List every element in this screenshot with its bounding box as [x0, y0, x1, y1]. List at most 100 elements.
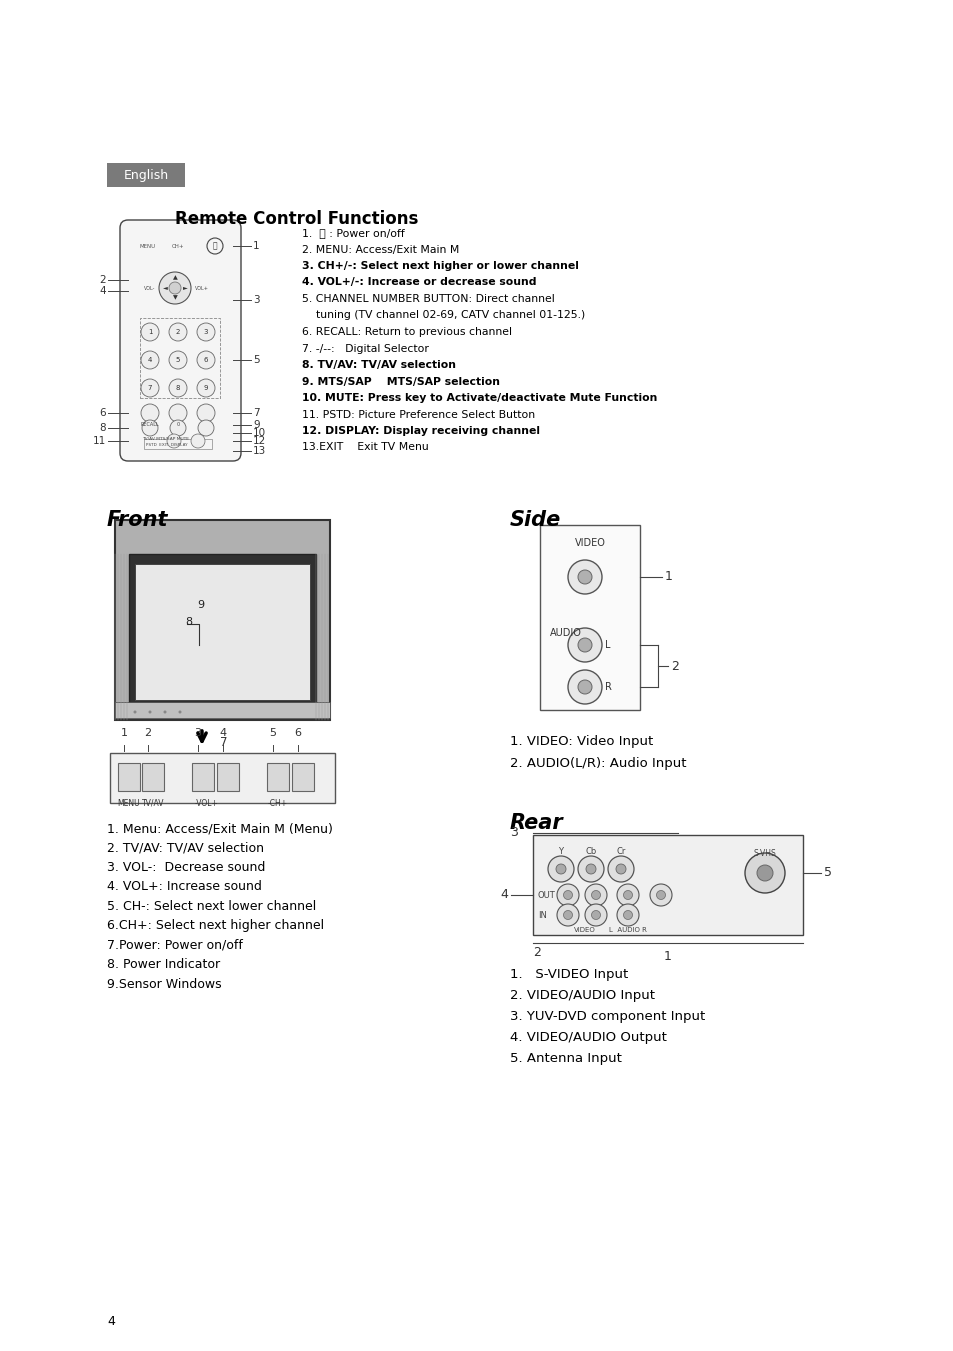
- Text: 7: 7: [148, 385, 152, 390]
- Bar: [129, 554, 315, 707]
- Text: 4: 4: [107, 1315, 114, 1328]
- Circle shape: [616, 865, 625, 874]
- Text: 2. MENU: Access/Exit Main M: 2. MENU: Access/Exit Main M: [302, 245, 459, 254]
- Text: MENU: MENU: [140, 243, 156, 249]
- Text: ▼: ▼: [172, 296, 177, 300]
- Circle shape: [169, 282, 181, 295]
- Text: -CH+: -CH+: [268, 798, 288, 808]
- Text: 4: 4: [148, 357, 152, 363]
- Circle shape: [159, 272, 191, 304]
- Text: CH+: CH+: [172, 243, 184, 249]
- Circle shape: [169, 351, 187, 369]
- Circle shape: [141, 323, 159, 340]
- FancyBboxPatch shape: [120, 220, 241, 461]
- Text: 5: 5: [175, 357, 180, 363]
- Circle shape: [567, 628, 601, 662]
- Circle shape: [567, 561, 601, 594]
- Text: L: L: [604, 640, 610, 650]
- Circle shape: [133, 711, 136, 713]
- Text: 3. VOL-:  Decrease sound: 3. VOL-: Decrease sound: [107, 861, 265, 874]
- Text: RECALL: RECALL: [140, 423, 159, 427]
- Text: 8: 8: [175, 385, 180, 390]
- Text: English: English: [123, 169, 169, 181]
- Circle shape: [149, 711, 152, 713]
- Text: 4: 4: [499, 889, 507, 901]
- Text: 12: 12: [253, 436, 266, 446]
- Text: 7. -/--:   Digital Selector: 7. -/--: Digital Selector: [302, 343, 429, 354]
- Text: -VOL+: -VOL+: [194, 798, 218, 808]
- Circle shape: [591, 890, 599, 900]
- Circle shape: [178, 711, 181, 713]
- Text: 9. MTS/SAP    MTS/SAP selection: 9. MTS/SAP MTS/SAP selection: [302, 377, 499, 386]
- Text: Rear: Rear: [510, 813, 563, 834]
- Text: 8. TV/AV: TV/AV selection: 8. TV/AV: TV/AV selection: [302, 359, 456, 370]
- Circle shape: [196, 404, 214, 422]
- Text: 2: 2: [175, 330, 180, 335]
- Text: 8: 8: [185, 617, 192, 627]
- Text: ▲: ▲: [172, 276, 177, 281]
- Circle shape: [607, 857, 634, 882]
- Text: 3: 3: [510, 827, 517, 839]
- Circle shape: [196, 323, 214, 340]
- Circle shape: [191, 434, 205, 449]
- Circle shape: [578, 570, 592, 584]
- Circle shape: [556, 865, 565, 874]
- Text: Front: Front: [107, 509, 169, 530]
- Text: 2. AUDIO(L/R): Audio Input: 2. AUDIO(L/R): Audio Input: [510, 757, 686, 770]
- Text: 3. CH+/-: Select next higher or lower channel: 3. CH+/-: Select next higher or lower ch…: [302, 261, 578, 272]
- Circle shape: [142, 420, 158, 436]
- Text: 6: 6: [204, 357, 208, 363]
- Circle shape: [169, 380, 187, 397]
- Text: 12. DISPLAY: Display receiving channel: 12. DISPLAY: Display receiving channel: [302, 426, 539, 436]
- Text: 13.EXIT    Exit TV Menu: 13.EXIT Exit TV Menu: [302, 443, 428, 453]
- Bar: [135, 563, 310, 700]
- Text: VOL-: VOL-: [144, 285, 154, 290]
- Bar: [144, 439, 212, 449]
- Circle shape: [584, 884, 606, 907]
- Circle shape: [141, 404, 159, 422]
- Text: TV/AV: TV/AV: [142, 798, 164, 808]
- Text: 7: 7: [220, 735, 227, 748]
- Text: IN: IN: [537, 911, 546, 920]
- Text: S-VHS: S-VHS: [753, 848, 776, 858]
- Circle shape: [623, 911, 632, 920]
- Circle shape: [623, 890, 632, 900]
- Text: TV/AV MTS/SAP MUTE: TV/AV MTS/SAP MUTE: [142, 436, 189, 440]
- Text: R: R: [604, 682, 611, 692]
- Text: 11: 11: [92, 436, 106, 446]
- Bar: [267, 763, 289, 790]
- Circle shape: [578, 857, 603, 882]
- Text: 5. CHANNEL NUMBER BUTTON: Direct channel: 5. CHANNEL NUMBER BUTTON: Direct channel: [302, 295, 554, 304]
- Text: L  AUDIO R: L AUDIO R: [608, 927, 646, 934]
- Circle shape: [163, 711, 167, 713]
- Text: 8. Power Indicator: 8. Power Indicator: [107, 958, 220, 971]
- Bar: [216, 763, 239, 790]
- Text: 4: 4: [219, 728, 226, 738]
- Bar: [533, 835, 802, 935]
- Circle shape: [617, 884, 639, 907]
- Text: 9: 9: [196, 600, 204, 611]
- Text: ◄: ◄: [162, 285, 167, 290]
- Text: 9.Sensor Windows: 9.Sensor Windows: [107, 978, 221, 992]
- Circle shape: [578, 638, 592, 653]
- Text: 1. VIDEO: Video Input: 1. VIDEO: Video Input: [510, 735, 653, 748]
- Text: 1: 1: [663, 951, 671, 963]
- Text: PSTD  EXIT  DISPLAY: PSTD EXIT DISPLAY: [146, 443, 188, 447]
- Circle shape: [557, 884, 578, 907]
- Bar: [140, 317, 220, 399]
- Circle shape: [169, 323, 187, 340]
- Bar: [192, 763, 213, 790]
- Text: 2: 2: [99, 276, 106, 285]
- Text: 3. YUV-DVD component Input: 3. YUV-DVD component Input: [510, 1011, 704, 1023]
- Circle shape: [656, 890, 665, 900]
- Text: Y: Y: [558, 847, 563, 855]
- Text: 1. Menu: Access/Exit Main M (Menu): 1. Menu: Access/Exit Main M (Menu): [107, 821, 333, 835]
- Bar: [107, 163, 185, 186]
- Bar: [142, 763, 164, 790]
- Text: 6: 6: [294, 728, 301, 738]
- Text: 1: 1: [120, 728, 128, 738]
- Circle shape: [169, 404, 187, 422]
- Text: Side: Side: [510, 509, 560, 530]
- Circle shape: [617, 904, 639, 925]
- Text: AUDIO: AUDIO: [550, 628, 581, 638]
